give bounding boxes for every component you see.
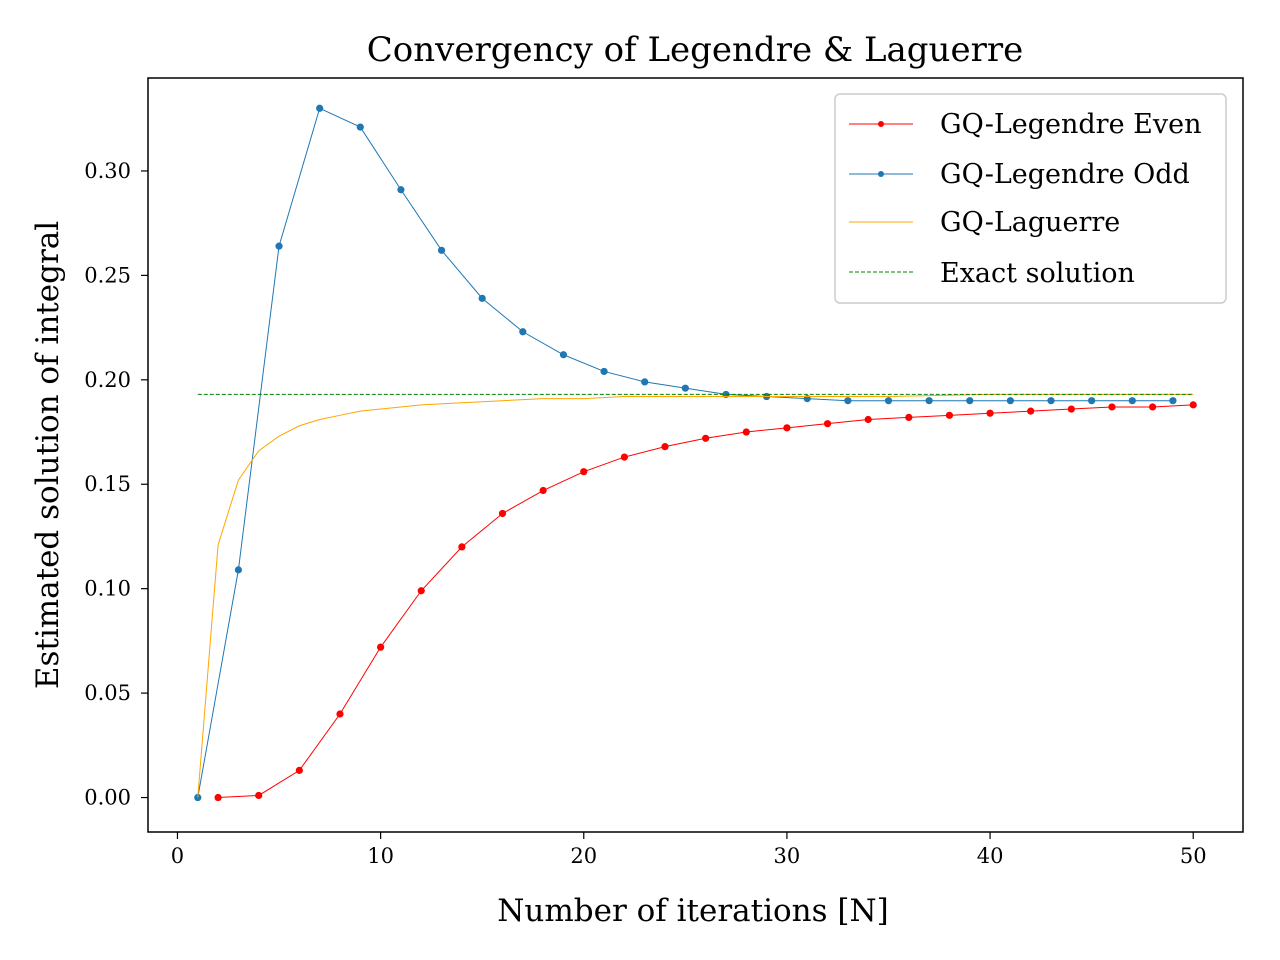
data-point-gq-legendre-even: [823, 420, 832, 428]
data-point-gq-legendre-even: [702, 434, 710, 442]
data-point-gq-legendre-odd: [600, 367, 608, 376]
data-point-gq-legendre-odd: [234, 566, 243, 574]
data-point-gq-legendre-odd: [1169, 397, 1177, 405]
data-point-gq-legendre-odd: [437, 246, 446, 254]
data-point-gq-legendre-even: [1148, 403, 1157, 411]
x-tick-label: 50: [1180, 844, 1207, 868]
plot-area: [147, 77, 1244, 833]
data-point-gq-legendre-even: [945, 411, 954, 419]
y-tick-label: 0.05: [84, 681, 131, 705]
legend-marker-legendre-even: [878, 121, 884, 127]
chart-title: Convergency of Legendre & Laguerre: [367, 30, 1023, 70]
data-point-gq-legendre-even: [620, 453, 628, 461]
data-point-gq-legendre-odd: [275, 242, 283, 250]
data-point-gq-legendre-odd: [966, 397, 974, 405]
series-line-gq-laguerre: [197, 393, 1194, 798]
legend-label-legendre-odd: GQ-Legendre Odd: [940, 159, 1190, 190]
data-point-gq-legendre-even: [458, 543, 466, 551]
x-tick-label: 20: [570, 844, 597, 868]
data-point-gq-legendre-even: [986, 409, 994, 417]
data-point-gq-legendre-odd: [519, 328, 527, 336]
legend-label-legendre-even: GQ-Legendre Even: [940, 109, 1201, 140]
data-point-gq-legendre-odd: [478, 294, 486, 302]
data-point-gq-legendre-even: [336, 710, 344, 718]
legend-marker-legendre-odd: [878, 171, 884, 177]
data-point-gq-legendre-odd: [559, 351, 568, 359]
data-point-gq-legendre-odd: [1088, 397, 1096, 405]
data-point-gq-legendre-odd: [1128, 397, 1136, 405]
x-tick-label: 0: [171, 844, 184, 868]
data-point-gq-legendre-even: [377, 643, 385, 651]
y-tick-label: 0.00: [84, 786, 131, 810]
data-point-gq-legendre-even: [295, 766, 303, 774]
data-point-gq-legendre-odd: [884, 397, 893, 405]
data-point-gq-legendre-even: [783, 424, 791, 432]
data-point-gq-legendre-even: [498, 509, 507, 518]
data-point-gq-legendre-even: [539, 486, 547, 495]
data-point-gq-legendre-even: [742, 428, 750, 436]
data-point-gq-legendre-odd: [641, 378, 649, 386]
y-tick-label: 0.25: [84, 263, 131, 287]
data-point-gq-legendre-even: [864, 415, 872, 424]
data-point-gq-legendre-odd: [925, 397, 933, 405]
legend: GQ-Legendre Even GQ-Legendre Odd GQ-Lagu…: [834, 93, 1227, 304]
y-axis-label: Estimated solution of integral: [30, 221, 66, 689]
y-tick-label: 0.20: [84, 368, 131, 392]
data-point-gq-legendre-even: [255, 791, 263, 800]
y-tick-label: 0.10: [84, 577, 131, 601]
legend-label-laguerre: GQ-Laguerre: [940, 207, 1120, 238]
data-point-gq-legendre-odd: [681, 384, 689, 392]
y-tick-label: 0.15: [84, 472, 131, 496]
x-axis-label: Number of iterations [N]: [497, 893, 888, 929]
data-point-gq-legendre-odd: [316, 104, 324, 112]
x-tick-label: 40: [977, 844, 1004, 868]
legend-box: [834, 93, 1227, 304]
y-axis: 0.00 0.05 0.10 0.15 0.20 0.25 0.30: [84, 159, 148, 810]
series-layer: [194, 104, 1197, 802]
data-point-gq-legendre-odd: [397, 186, 405, 194]
data-point-gq-legendre-odd: [1047, 397, 1055, 405]
data-point-gq-legendre-even: [905, 413, 913, 422]
data-point-gq-legendre-even: [417, 587, 425, 595]
axes-frame: [147, 77, 1244, 833]
data-point-gq-legendre-even: [661, 443, 669, 451]
x-tick-label: 10: [367, 844, 394, 868]
data-point-gq-legendre-even: [1189, 401, 1197, 409]
data-point-gq-legendre-even: [1108, 403, 1116, 411]
x-tick-label: 30: [774, 844, 801, 868]
data-point-gq-legendre-even: [1027, 407, 1035, 415]
data-point-gq-legendre-odd: [356, 123, 364, 131]
legend-label-exact: Exact solution: [940, 258, 1135, 289]
data-point-gq-legendre-odd: [1006, 397, 1014, 405]
data-point-gq-legendre-even: [1067, 405, 1075, 413]
y-tick-label: 0.30: [84, 159, 131, 183]
data-point-gq-legendre-even: [214, 793, 222, 802]
x-axis: 0 10 20 30 40 50: [171, 832, 1207, 868]
data-point-gq-legendre-even: [580, 468, 588, 476]
data-point-gq-legendre-odd: [844, 397, 852, 405]
